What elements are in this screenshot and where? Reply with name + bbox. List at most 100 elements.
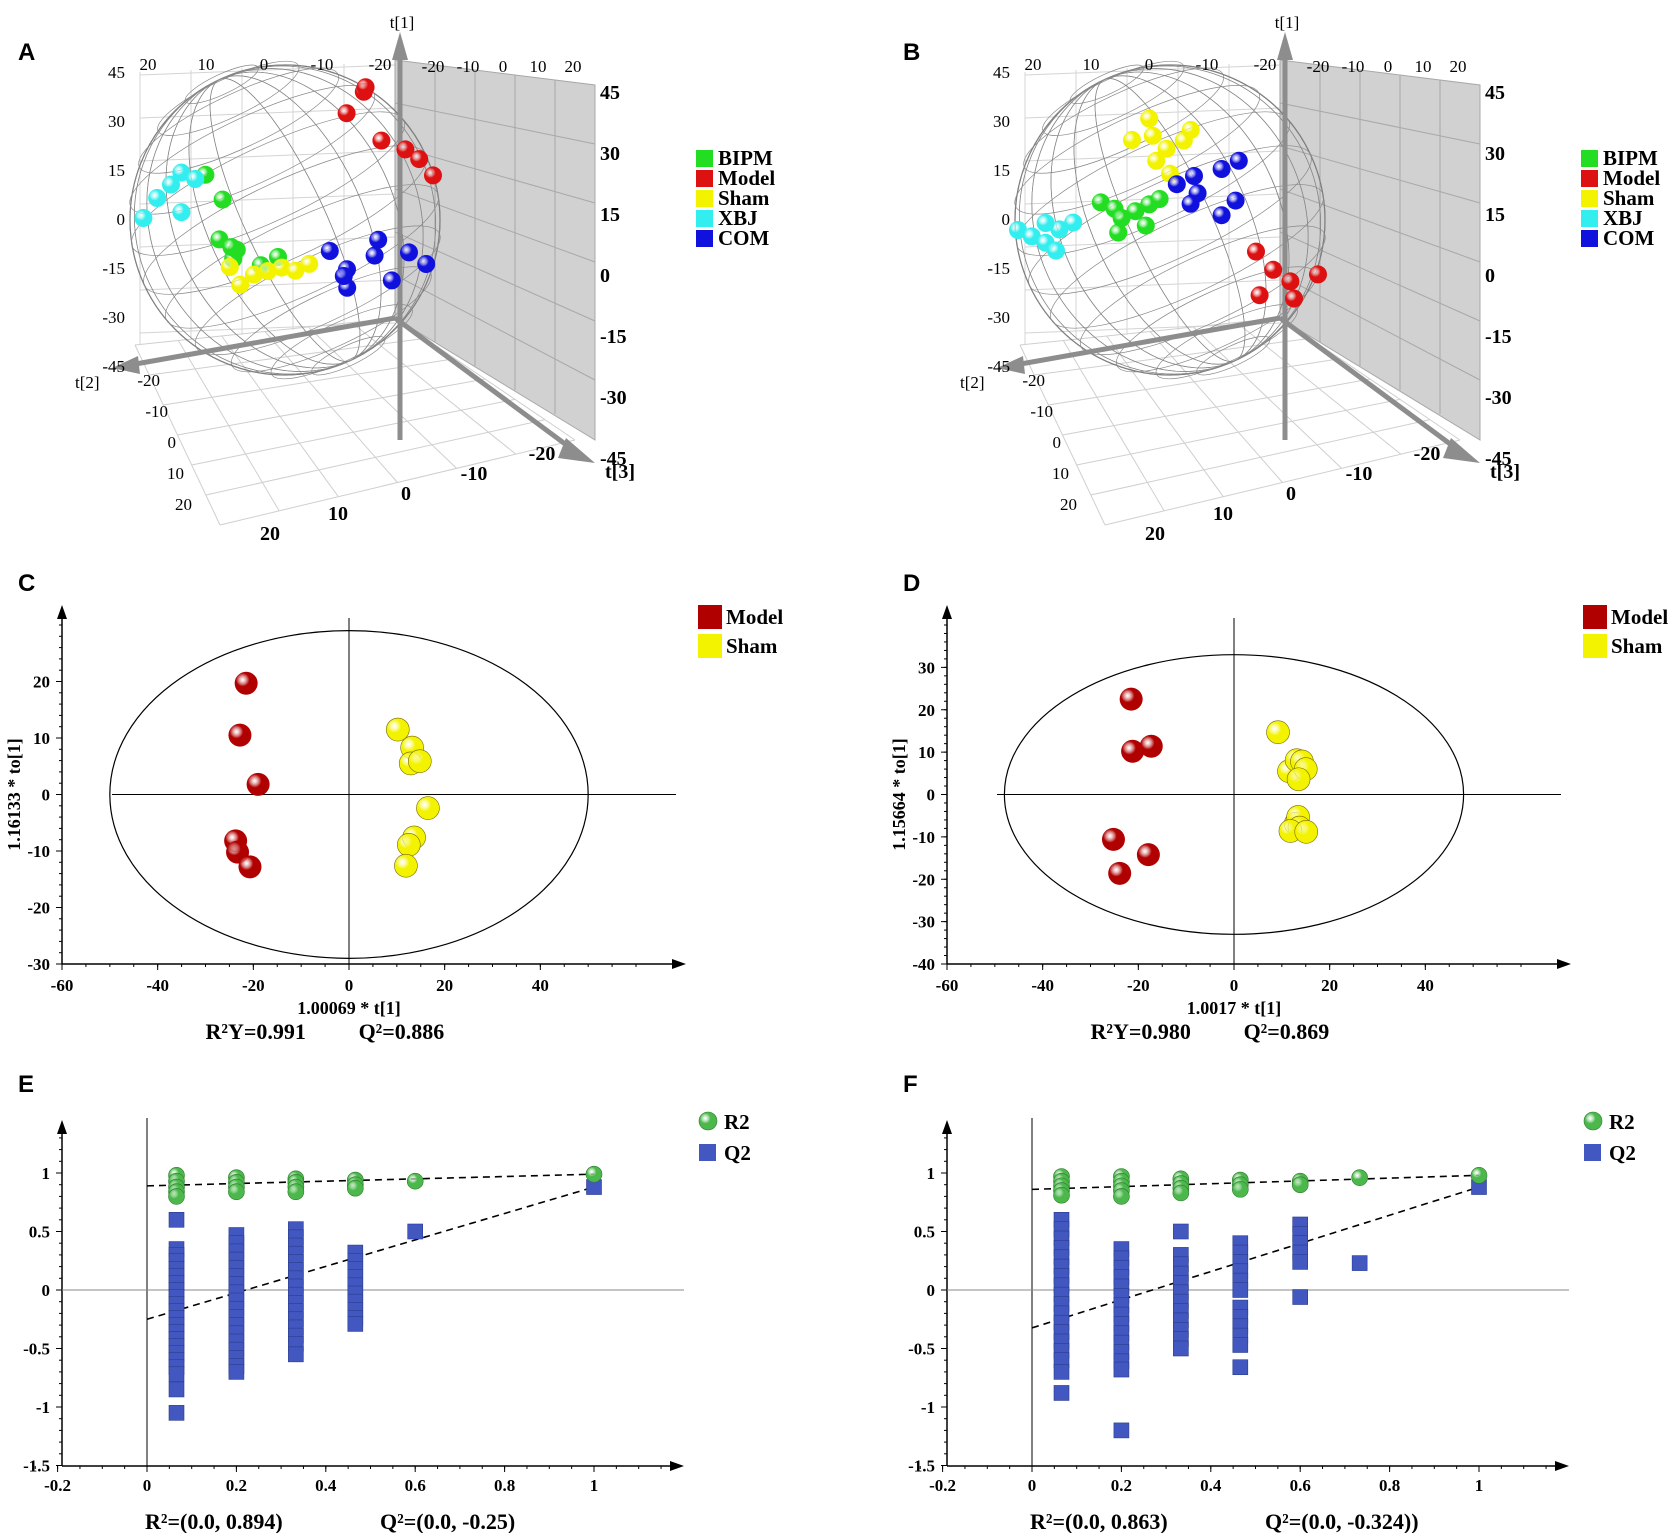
- x-axis-label: 1.00069 * t[1]: [297, 998, 400, 1018]
- tick-label: -20: [1307, 57, 1330, 76]
- panel-A: At[1]t[2]t[3]20 10 0 -10 -20 -20 -10 0 10 2045301…: [18, 13, 775, 545]
- parallel: [129, 85, 376, 215]
- tick-label: -10: [457, 57, 480, 76]
- tick-label: -10: [1030, 402, 1053, 421]
- point-r2: [1351, 1169, 1368, 1186]
- axis-arrow: [670, 1461, 684, 1471]
- tick-label: 20: [1025, 55, 1042, 74]
- q2-regression-line: [1031, 1186, 1480, 1329]
- panel-D: D-60 -40 -20 0 20 40-40-30-20-1001020301.0017…: [889, 570, 1668, 1044]
- point-model: [410, 150, 429, 169]
- grid-line: [139, 236, 396, 248]
- confidence-sphere: [1014, 60, 1326, 380]
- point-com: [320, 242, 339, 260]
- point-q2: [1113, 1422, 1130, 1439]
- parallel: [1079, 225, 1326, 355]
- grid-line: [219, 439, 576, 526]
- legend-label-model: Model: [726, 605, 783, 629]
- tick-label: -10: [311, 55, 334, 74]
- legend-swatch-model: [698, 605, 722, 629]
- tick-label: 30: [1485, 143, 1505, 165]
- point-xbj: [172, 203, 191, 222]
- x-tick-label: -20: [242, 976, 265, 995]
- y-tick-label: -20: [27, 899, 50, 918]
- stat-q2: Q²=(0.0, -0.324)): [1265, 1509, 1419, 1533]
- x-tick-label: -60: [936, 976, 959, 995]
- grid-line: [1279, 188, 1481, 263]
- points: [134, 78, 442, 297]
- legend-marker-q2: [699, 1144, 716, 1161]
- point-sham: [220, 258, 239, 276]
- point-bipm: [1112, 209, 1131, 227]
- legend-swatch-sham: [696, 190, 713, 207]
- x-tick-label: -60: [51, 976, 74, 995]
- parallel: [164, 184, 439, 329]
- y-tick-label: -40: [912, 955, 935, 974]
- point-r2: [1053, 1186, 1070, 1204]
- point-com: [1212, 160, 1231, 178]
- x-tick-label: 0: [1028, 1476, 1037, 1495]
- grid-line: [1149, 331, 1283, 483]
- tick-label: -20: [1414, 443, 1441, 465]
- parallel: [1155, 304, 1298, 380]
- grid-line: [1279, 231, 1481, 322]
- axis-arrow: [1277, 32, 1293, 60]
- point-model: [1121, 739, 1145, 763]
- tick-label: -10: [461, 463, 488, 485]
- point-xbj: [1050, 220, 1069, 239]
- point-com: [1185, 167, 1203, 185]
- axis-t3: [1278, 315, 1467, 458]
- axis-arrow: [1557, 959, 1571, 969]
- parallel: [138, 67, 340, 174]
- points: [1009, 109, 1327, 308]
- axis-arrow: [942, 605, 952, 619]
- point-model: [1285, 289, 1303, 308]
- point-q2: [1173, 1340, 1189, 1357]
- point-xbj: [1064, 213, 1083, 232]
- meridian: [1094, 78, 1246, 362]
- x-tick-label: 0.4: [1200, 1476, 1222, 1495]
- legend-swatch-sham: [1583, 634, 1607, 658]
- grid-line: [1236, 322, 1402, 455]
- y-tick-label: -1: [921, 1398, 935, 1417]
- tick-label: 45: [993, 63, 1010, 82]
- x-tick-label: 0.8: [1379, 1476, 1400, 1495]
- tick-label: -30: [102, 308, 125, 327]
- point-r2: [406, 1172, 424, 1190]
- x-tick-label: 40: [532, 976, 549, 995]
- x-tick-label: 1: [590, 1476, 599, 1495]
- panel-E: E -0.2 0 0.2 0.4 0.6 0.8 1 -1.5 -1 -0.5 0 0.5 1 R²=(0.…: [18, 1071, 751, 1533]
- point-sham: [245, 265, 263, 284]
- tick-label: -15: [987, 259, 1010, 278]
- legend-swatch-bipm: [1581, 150, 1598, 167]
- grid-line: [205, 419, 546, 496]
- grid-line: [139, 193, 396, 205]
- point-sham: [394, 853, 418, 878]
- tick-label: -15: [102, 259, 125, 278]
- y-tick-label: -30: [912, 913, 935, 932]
- point-model: [424, 166, 442, 185]
- point-q2: [1053, 1364, 1070, 1380]
- tick-label: -10: [1346, 463, 1373, 485]
- x-axis-label: 1.0017 * t[1]: [1187, 998, 1281, 1018]
- tick-label: 20: [1450, 57, 1467, 76]
- axis-arrow: [57, 1120, 67, 1134]
- point-model: [1247, 242, 1265, 261]
- point-model: [356, 78, 375, 97]
- tick-label: 0: [1485, 265, 1495, 287]
- grid-line: [1090, 419, 1431, 496]
- y-tick-label: -1.5: [23, 1457, 50, 1476]
- axis-label-t2: t[2]: [75, 373, 100, 392]
- tick-label: 30: [108, 112, 125, 131]
- legend-label-sham: Sham: [1611, 634, 1663, 658]
- x-tick-label: 20: [436, 976, 453, 995]
- tick-label: -20: [1254, 55, 1277, 74]
- point-sham: [1286, 767, 1311, 792]
- legend-marker-r2: [698, 1111, 718, 1131]
- point-model: [238, 855, 262, 879]
- point-model: [234, 671, 258, 695]
- point-model: [396, 140, 415, 159]
- tick-label: 0: [1286, 483, 1296, 505]
- tick-label: -15: [1485, 326, 1512, 348]
